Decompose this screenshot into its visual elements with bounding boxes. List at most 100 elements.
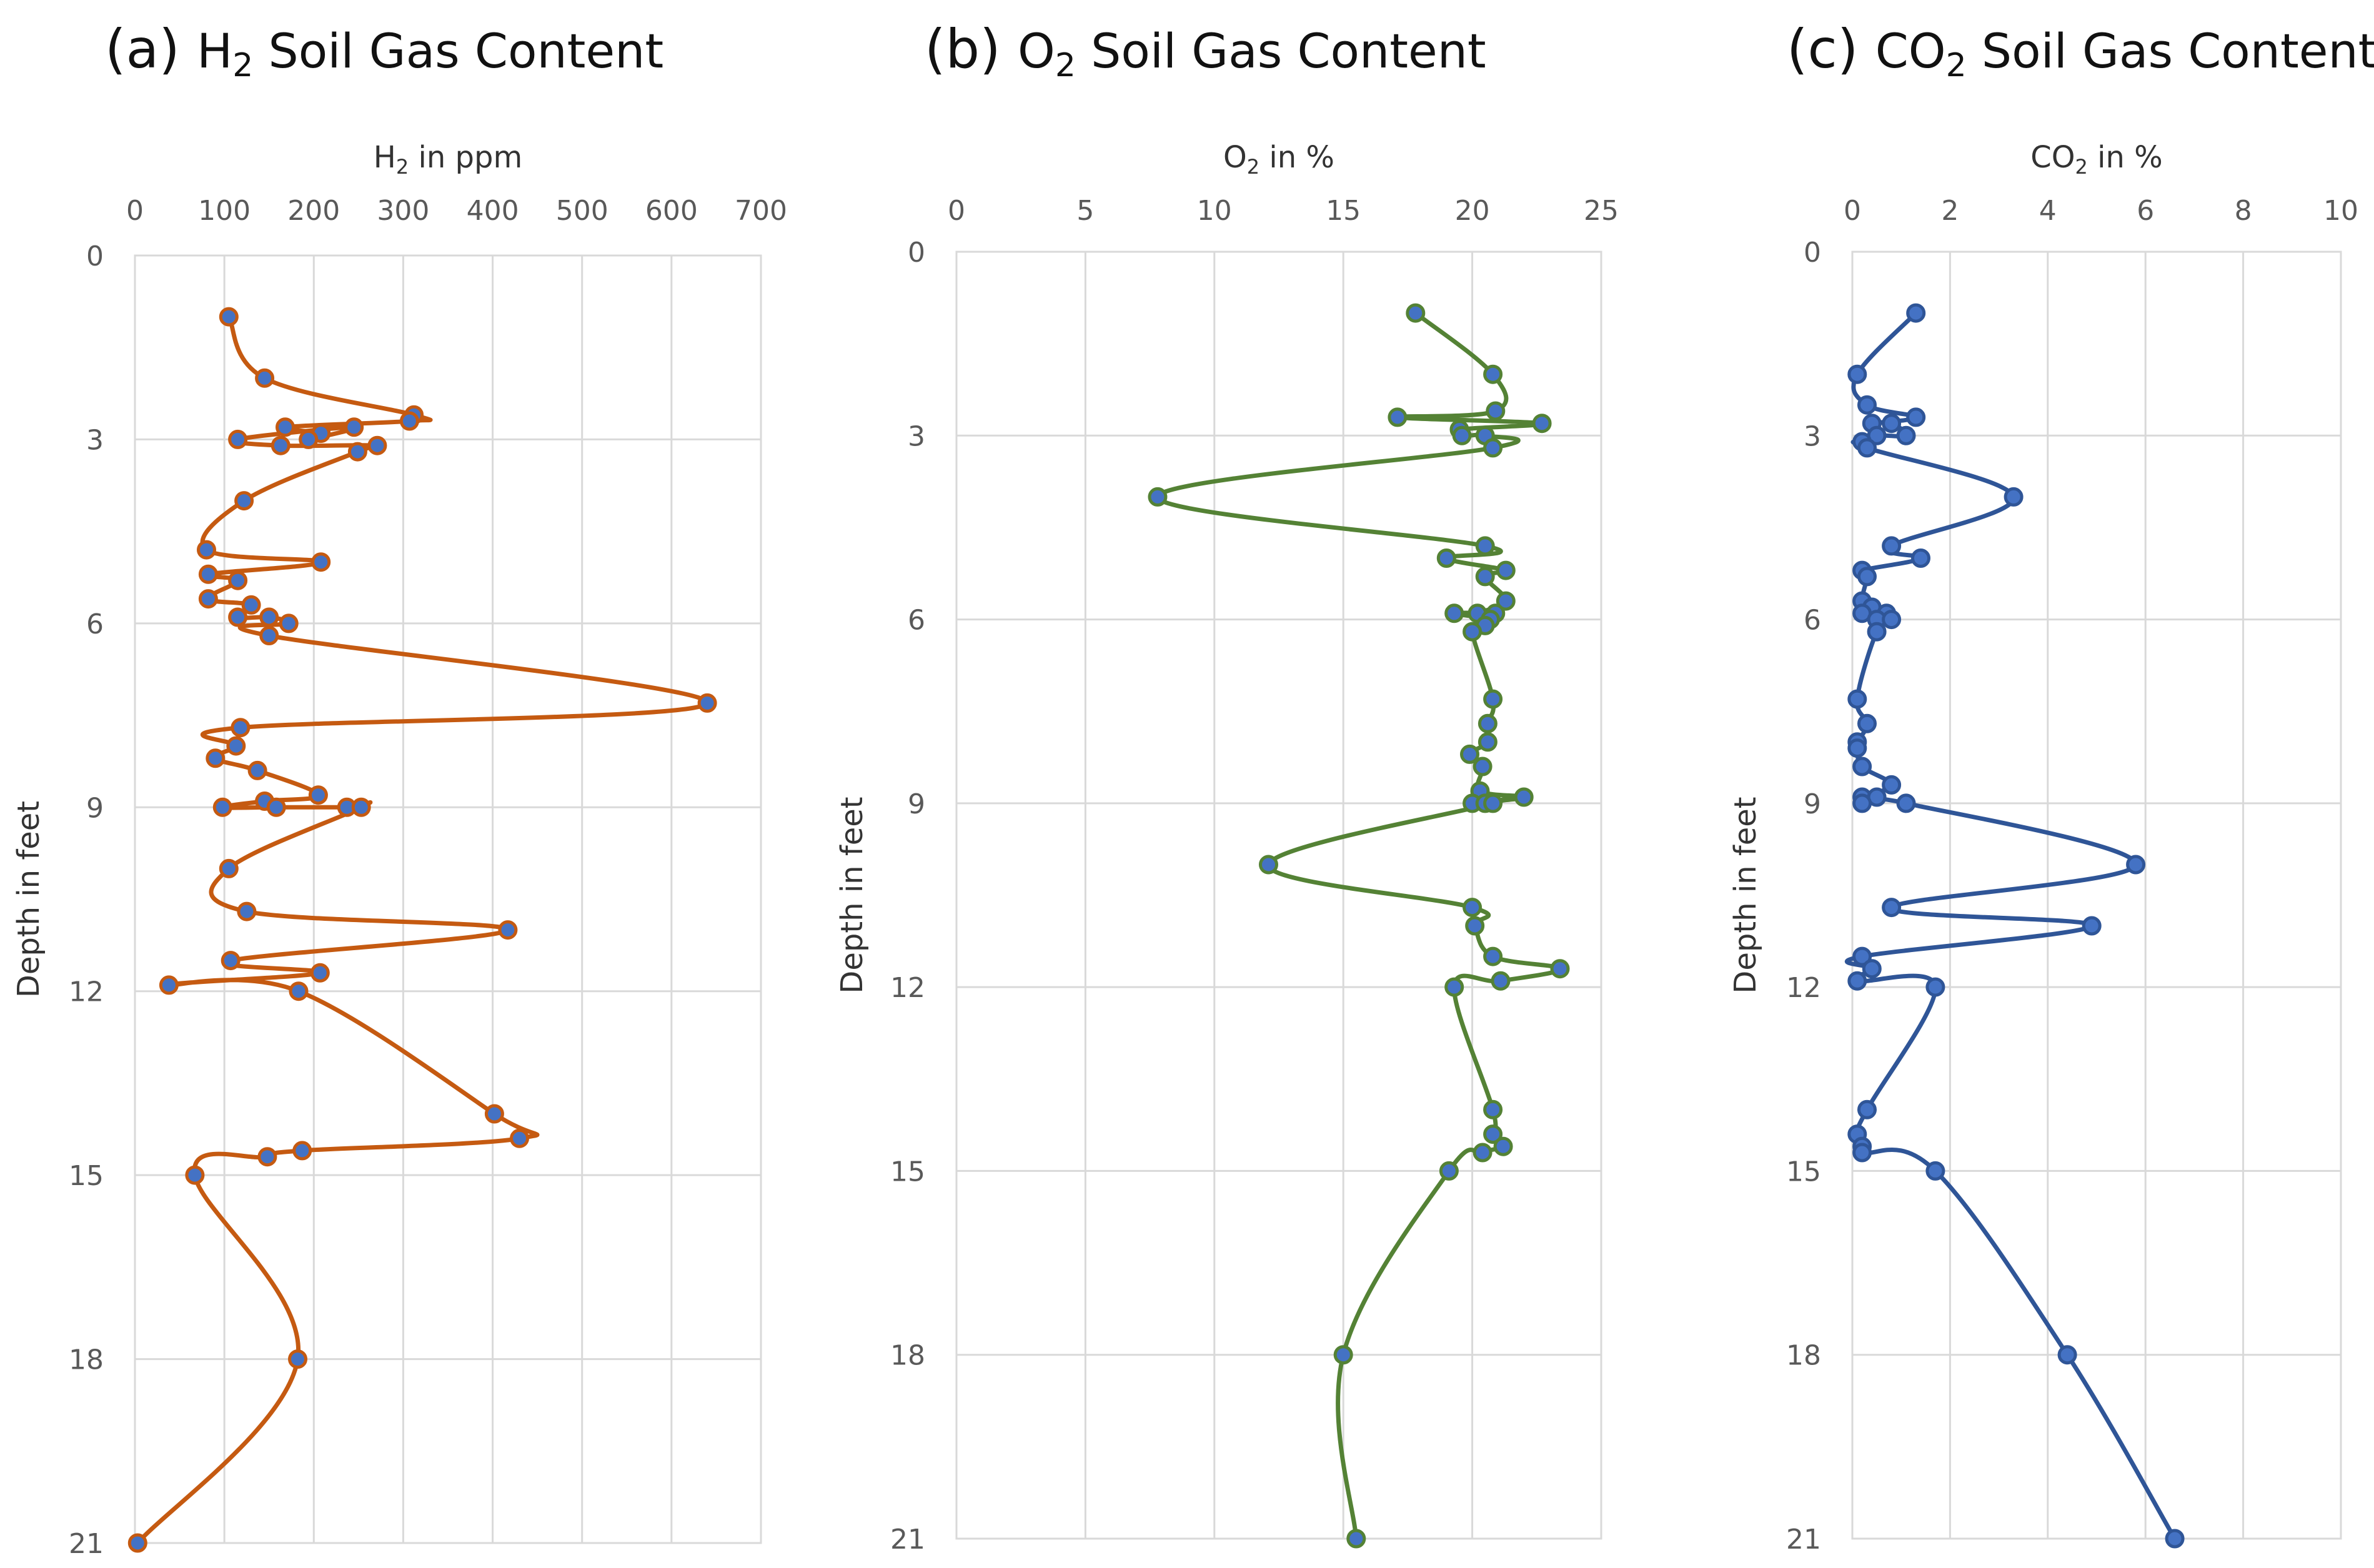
data-point [1444, 977, 1464, 997]
data-point [259, 626, 279, 645]
title-text: O [1018, 23, 1055, 79]
y-tick-label: 0 [1804, 237, 1821, 269]
data-point [259, 607, 279, 627]
y-tick-label: 6 [908, 605, 925, 637]
title-text: CO [1875, 23, 1946, 79]
plot-area [134, 254, 762, 1544]
data-point [1847, 364, 1867, 384]
data-point [1483, 364, 1503, 384]
data-point [289, 981, 309, 1001]
y-tick-label: 18 [1786, 1340, 1821, 1372]
data-point [1388, 407, 1408, 427]
data-point [1483, 1124, 1503, 1144]
data-point [1847, 689, 1867, 709]
y-tick-label: 15 [69, 1160, 104, 1192]
data-point [351, 797, 371, 817]
data-point [185, 1165, 205, 1185]
data-point [1478, 713, 1497, 733]
data-point [1483, 1099, 1503, 1119]
title-subscript: 2 [1946, 47, 1967, 84]
data-point [1925, 977, 1945, 997]
x-tick-label: 8 [2235, 195, 2252, 227]
data-point [1483, 793, 1503, 813]
x-axis-label: O2 in % [1223, 140, 1334, 179]
x-tick-label: 400 [467, 195, 519, 227]
y-tick-label: 3 [908, 420, 925, 452]
data-point [1857, 438, 1877, 458]
x-tick-label: 0 [1844, 195, 1861, 227]
panel-title-o2: (b) O2 Soil Gas Content [925, 18, 1486, 84]
title-subscript: 2 [232, 47, 253, 84]
data-point [1906, 407, 1926, 427]
data-point [1862, 959, 1882, 979]
title-subscript: 2 [1055, 47, 1076, 84]
data-point [212, 797, 232, 817]
data-point [198, 564, 218, 584]
y-tick-label: 15 [890, 1156, 925, 1188]
y-tick-label: 21 [1786, 1524, 1821, 1556]
x-tick-label: 15 [1326, 195, 1361, 227]
y-tick-label: 12 [1786, 972, 1821, 1004]
data-point [1259, 855, 1278, 875]
data-point [1333, 1345, 1353, 1365]
data-point [234, 491, 254, 511]
data-point [1852, 1143, 1872, 1163]
data-point [197, 540, 216, 560]
data-point [1465, 916, 1485, 936]
data-point [1532, 414, 1552, 434]
data-point [198, 589, 218, 609]
data-point [1406, 303, 1426, 323]
data-point [1911, 548, 1930, 568]
data-point [219, 858, 239, 878]
x-tick-label: 200 [287, 195, 340, 227]
data-point [2082, 916, 2102, 936]
data-point [127, 1533, 147, 1553]
data-point [288, 1349, 307, 1369]
x-tick-label: 2 [1941, 195, 1959, 227]
data-point [347, 442, 367, 462]
data-point [399, 411, 419, 431]
data-point [1463, 898, 1483, 918]
panel-h2: (a) H2 Soil Gas Content H2 in ppm Depth in… [11, 18, 787, 1560]
panel-letter: (a) [105, 18, 197, 81]
y-tick-label: 3 [86, 424, 104, 456]
data-point [1493, 1136, 1513, 1156]
data-point [1882, 775, 1902, 795]
data-point [1847, 738, 1867, 758]
data-point [1867, 622, 1887, 642]
data-point [1478, 732, 1497, 752]
x-tick-label: 700 [735, 195, 787, 227]
data-point [1852, 757, 1872, 777]
data-point [226, 736, 246, 756]
data-point [231, 718, 251, 738]
y-tick-label: 15 [1786, 1156, 1821, 1188]
data-point [2126, 855, 2146, 875]
data-point [2004, 487, 2024, 507]
data-point [1473, 757, 1492, 777]
data-point [1925, 1161, 1945, 1181]
x-tick-label: 5 [1076, 195, 1094, 227]
panel-o2: (b) O2 Soil Gas Content O2 in % Depth in f… [835, 18, 1619, 1556]
y-tick-label: 9 [86, 792, 104, 824]
data-point [1436, 548, 1456, 568]
title-text: Soil Gas Content [1076, 23, 1486, 79]
data-point [1452, 425, 1472, 445]
data-point [1473, 1143, 1492, 1163]
panel-title-co2: (c) CO2 Soil Gas Content [1787, 18, 2374, 84]
data-point [1463, 622, 1483, 642]
x-axis-label: H2 in ppm [374, 140, 522, 179]
data-point [1483, 946, 1503, 966]
data-point [498, 920, 518, 940]
data-point [344, 417, 364, 437]
plot-area [955, 251, 1602, 1540]
data-point [1496, 560, 1516, 580]
title-text: Soil Gas Content [1967, 23, 2374, 79]
data-point [1439, 1161, 1459, 1181]
x-tick-label: 300 [377, 195, 429, 227]
y-tick-label: 6 [1804, 605, 1821, 637]
x-tick-label: 20 [1455, 195, 1490, 227]
data-point [367, 435, 387, 455]
data-point [1514, 787, 1534, 807]
data-point [1483, 438, 1503, 458]
